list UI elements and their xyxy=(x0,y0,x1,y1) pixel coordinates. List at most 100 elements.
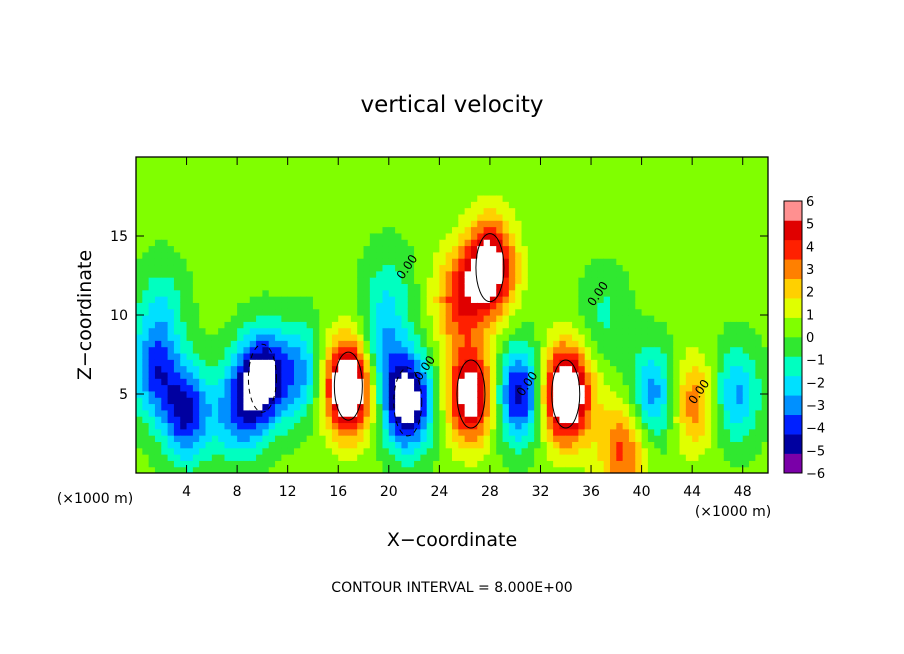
heat-cell xyxy=(344,207,352,215)
heat-cell xyxy=(249,422,257,430)
heat-cell xyxy=(736,454,744,461)
heat-cell xyxy=(622,403,630,411)
heat-cell xyxy=(559,409,567,417)
heat-cell xyxy=(584,251,592,259)
heat-cell xyxy=(666,213,674,221)
heat-cell xyxy=(534,308,542,316)
heat-cell xyxy=(256,182,263,190)
heat-cell xyxy=(192,194,200,202)
heat-cell xyxy=(458,175,466,183)
heat-cell xyxy=(730,283,737,291)
heat-cell xyxy=(306,188,314,196)
heat-cell xyxy=(508,384,516,392)
heat-cell xyxy=(578,163,586,171)
heat-cell xyxy=(635,327,643,335)
heat-cell xyxy=(477,157,485,164)
heat-cell xyxy=(723,289,731,297)
heat-cell xyxy=(376,397,384,405)
heat-cell xyxy=(736,220,744,228)
heat-cell xyxy=(736,296,744,303)
heat-cell xyxy=(338,213,346,221)
heat-cell xyxy=(742,163,750,171)
heat-cell xyxy=(192,157,200,164)
heat-cell xyxy=(660,397,668,405)
heat-cell xyxy=(218,226,226,234)
heat-cell xyxy=(527,327,535,335)
heat-cell xyxy=(407,403,415,411)
heat-cell xyxy=(218,441,226,449)
heat-cell xyxy=(331,194,339,202)
heat-cell xyxy=(148,175,156,183)
heat-cell xyxy=(572,346,579,354)
heat-cell xyxy=(401,175,409,183)
heat-cell xyxy=(628,365,636,373)
heat-cell xyxy=(730,296,737,303)
heat-cell xyxy=(717,175,725,183)
heat-cell xyxy=(300,201,308,209)
heat-cell xyxy=(319,264,327,272)
heat-cell xyxy=(199,460,207,468)
heat-cell xyxy=(666,201,674,209)
heat-cell xyxy=(414,333,421,341)
heat-cell xyxy=(458,340,466,348)
heat-cell xyxy=(148,283,156,291)
heat-cell xyxy=(578,157,586,164)
heat-cell xyxy=(161,428,169,436)
heat-cell xyxy=(407,447,415,455)
heat-cell xyxy=(281,340,289,348)
heat-cell xyxy=(249,308,257,316)
heat-cell xyxy=(489,416,497,424)
heat-cell xyxy=(730,182,737,190)
heat-cell xyxy=(294,454,301,461)
heat-cell xyxy=(199,397,207,405)
heat-cell xyxy=(142,175,150,183)
heat-cell xyxy=(401,384,409,392)
heat-cell xyxy=(369,232,377,240)
heat-cell xyxy=(616,365,624,373)
heat-cell xyxy=(256,289,263,297)
heat-cell xyxy=(660,226,668,234)
heat-cell xyxy=(666,384,674,392)
heat-cell xyxy=(281,352,289,360)
heat-cell xyxy=(319,163,327,171)
heat-cell xyxy=(199,390,207,398)
heat-cell xyxy=(470,403,478,411)
heat-cell xyxy=(136,384,143,392)
heat-cell xyxy=(496,188,504,196)
heat-cell xyxy=(679,194,687,202)
heat-cell xyxy=(249,220,257,228)
heat-cell xyxy=(319,277,327,284)
heat-cell xyxy=(534,232,542,240)
heat-cell xyxy=(553,264,561,272)
heat-cell xyxy=(628,175,636,183)
heat-cell xyxy=(717,157,725,164)
heat-cell xyxy=(173,403,181,411)
heat-cell xyxy=(312,384,320,392)
heat-cell xyxy=(180,157,188,164)
heat-cell xyxy=(136,264,143,272)
heat-cell xyxy=(540,346,548,354)
heat-cell xyxy=(749,371,756,379)
heat-cell xyxy=(736,378,744,386)
heat-cell xyxy=(704,245,712,253)
heat-cell xyxy=(489,466,497,473)
heat-cell xyxy=(357,302,365,310)
heat-cell xyxy=(584,359,592,367)
heat-cell xyxy=(363,327,371,335)
heat-cell xyxy=(338,416,346,424)
heat-cell xyxy=(679,333,687,341)
heat-cell xyxy=(628,163,636,171)
heat-cell xyxy=(521,378,529,386)
heat-cell xyxy=(666,397,674,405)
heat-cell xyxy=(350,182,358,190)
heat-cell xyxy=(262,466,270,473)
heat-cell xyxy=(565,365,573,373)
heat-cell xyxy=(477,371,485,379)
heat-cell xyxy=(628,194,636,202)
heat-cell xyxy=(249,378,257,386)
heat-cell xyxy=(540,163,548,171)
heat-cell xyxy=(338,346,346,354)
heat-cell xyxy=(154,447,162,455)
heat-cell xyxy=(205,466,213,473)
heat-cell xyxy=(628,220,636,228)
